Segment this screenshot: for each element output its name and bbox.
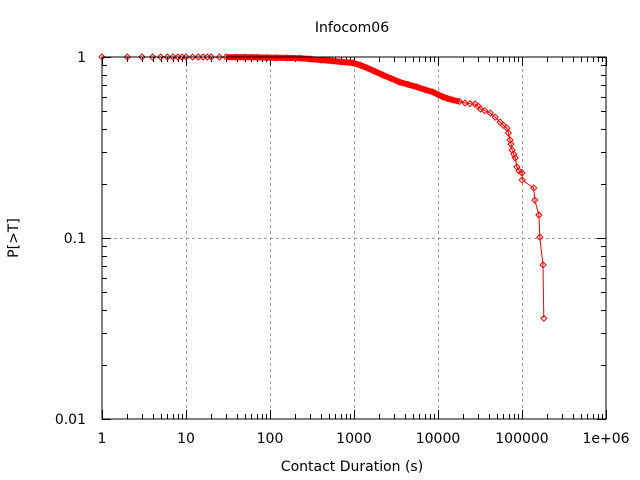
data-point-marker [518,169,526,177]
data-point-marker [449,96,457,104]
data-point-marker [434,90,442,99]
x-axis-label: Contact Duration (s) [281,459,423,475]
x-tick-label: 1 [98,431,107,447]
x-tick-label: 10 [177,431,195,447]
data-point-marker [169,53,177,61]
chart-title: Infocom06 [315,20,389,36]
data-point-marker [182,53,190,61]
data-point-marker [518,176,526,184]
data-point-marker [539,261,547,269]
data-point-marker [491,113,499,121]
data-point-marker [207,53,215,61]
plot-frame [101,56,607,420]
y-axis-label: P[>T] [6,218,22,258]
data-point-marker [253,53,261,62]
data-point-marker [421,85,429,94]
data-point-marker [316,56,325,64]
data-point-marker [163,53,172,61]
data-point-marker [439,93,447,101]
data-point-marker [232,53,241,61]
y-tick-label: 1 [77,50,86,66]
data-point-marker [337,58,345,66]
data-point-marker [123,53,131,61]
data-point-marker [349,59,357,67]
data-point-marker [188,53,197,61]
data-point-marker [379,71,387,79]
x-tick-label: 100000 [495,431,548,447]
data-point-marker [215,53,224,61]
x-tick-label: 1e+06 [582,431,629,447]
data-point-marker [531,196,539,204]
data-point-marker [476,105,485,113]
data-point-marker [540,314,548,323]
y-tick-labels: 0.01 0.1 1 [55,50,86,428]
data-point-marker [510,150,518,159]
axis-ticks [102,57,607,420]
data-point-marker [306,55,314,63]
data-point-marker [138,53,146,61]
data-point-marker [356,61,365,69]
data-point-marker [363,64,372,72]
data-point-marker [536,233,544,241]
data-point-marker [515,167,523,175]
data-point-marker [148,53,157,61]
data-point-marker [504,129,513,137]
y-tick-label: 0.1 [64,231,86,247]
data-point-marker [443,94,452,103]
y-tick-label: 0.01 [55,412,86,428]
data-point-marker [535,211,543,219]
data-point-marker [486,109,495,117]
x-tick-label: 10000 [416,431,461,447]
data-point-marker [429,88,437,96]
data-point-marker [507,140,515,148]
data-point-marker [371,67,380,76]
data-point-marker [466,100,474,108]
data-point-marker [481,106,489,115]
data-point-marker [413,83,421,91]
data-point-marker [329,57,337,65]
grid-lines [102,57,606,419]
data-point-marker [471,100,479,108]
x-tick-labels: 1 10 100 1000 10000 100000 1e+06 [98,431,630,447]
data-point-marker [506,136,514,144]
data-point-marker [157,53,165,61]
data-point-marker [530,184,538,192]
data-point-marker [461,99,469,107]
data-point-marker [455,97,464,106]
data-point-marker [395,78,404,86]
x-tick-label: 1000 [336,431,372,447]
data-point-marker [241,53,249,61]
data-point-marker [194,53,202,61]
data-point-marker [404,80,412,89]
data-point-marker [387,74,396,83]
data-point-marker [247,53,256,62]
x-tick-label: 100 [257,431,284,447]
data-point-marker [511,154,519,162]
data-point-marker [222,53,230,61]
